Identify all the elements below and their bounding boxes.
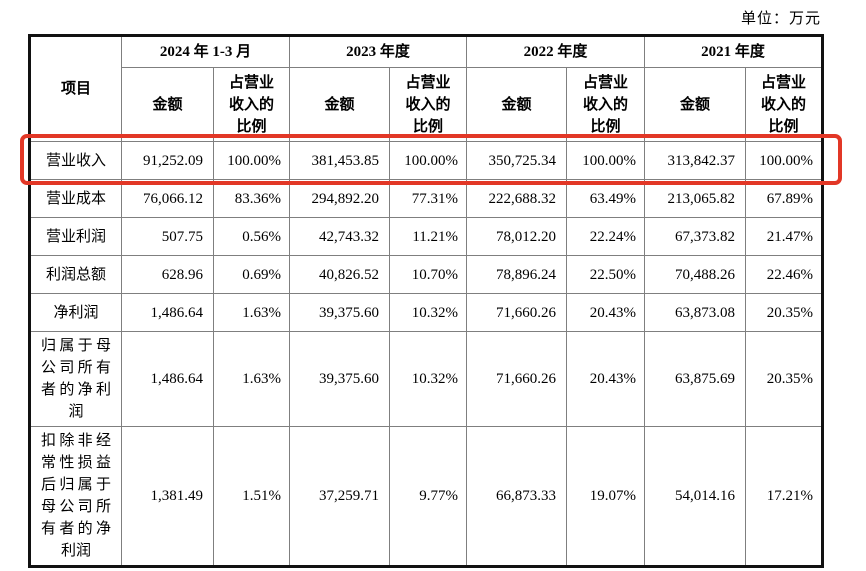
- cell-amount: 91,252.09: [121, 141, 214, 180]
- col-header-period-2022: 2022 年度: [466, 35, 646, 68]
- col-header-ratio-2023: 占营业收入的比例: [388, 67, 468, 142]
- col-header-ratio-2021: 占营业收入的比例: [745, 67, 824, 142]
- cell-ratio: 10.32%: [388, 331, 468, 427]
- cell-amount: 76,066.12: [121, 179, 214, 218]
- cell-amount: 78,012.20: [466, 217, 568, 256]
- cell-amount: 1,486.64: [121, 293, 214, 332]
- cell-amount: 78,896.24: [466, 255, 568, 294]
- table-row: 营业利润 507.75 0.56% 42,743.32 11.21% 78,012.20 2…: [29, 217, 824, 256]
- row-label: 扣除非经常性损益后归属于母公司所有者的净利润: [29, 426, 122, 567]
- row-label: 净利润: [29, 293, 122, 332]
- row-label: 营业利润: [29, 217, 122, 256]
- col-header-amount-2022: 金额: [466, 67, 568, 142]
- table-row: 营业成本 76,066.12 83.36% 294,892.20 77.31% 222,6…: [29, 179, 824, 218]
- table-row: 归属于母公司所有者的净利润 1,486.64 1.63% 39,375.60 10.32…: [29, 331, 824, 427]
- cell-amount: 39,375.60: [289, 331, 390, 427]
- col-header-item: 项目: [29, 35, 122, 142]
- cell-ratio: 100.00%: [745, 141, 824, 180]
- cell-ratio: 11.21%: [388, 217, 468, 256]
- cell-amount: 507.75: [121, 217, 214, 256]
- cell-amount: 71,660.26: [466, 293, 568, 332]
- financial-table: 项目 2024 年 1-3 月 2023 年度 2022 年度 2021 年度 …: [28, 34, 825, 568]
- cell-amount: 63,875.69: [644, 331, 747, 427]
- table-body: 营业收入 91,252.09 100.00% 381,453.85 100.00% 350…: [29, 141, 824, 567]
- cell-ratio: 0.69%: [213, 255, 290, 294]
- cell-amount: 213,065.82: [644, 179, 747, 218]
- cell-ratio: 100.00%: [213, 141, 290, 180]
- table-header: 项目 2024 年 1-3 月 2023 年度 2022 年度 2021 年度 …: [29, 35, 824, 142]
- cell-amount: 628.96: [121, 255, 214, 294]
- col-header-amount-2021: 金额: [644, 67, 747, 142]
- cell-amount: 39,375.60: [289, 293, 390, 332]
- col-header-period-2023: 2023 年度: [288, 35, 468, 68]
- cell-ratio: 77.31%: [388, 179, 468, 218]
- cell-amount: 381,453.85: [289, 141, 390, 180]
- cell-ratio: 1.51%: [213, 426, 290, 567]
- cell-amount: 1,381.49: [121, 426, 214, 567]
- cell-amount: 37,259.71: [289, 426, 390, 567]
- col-header-period-2021: 2021 年度: [644, 35, 824, 68]
- col-header-ratio-2024: 占营业收入的比例: [213, 67, 290, 142]
- cell-ratio: 22.24%: [566, 217, 646, 256]
- row-label: 利润总额: [29, 255, 122, 294]
- cell-amount: 222,688.32: [466, 179, 568, 218]
- cell-ratio: 1.63%: [213, 331, 290, 427]
- cell-ratio: 19.07%: [566, 426, 646, 567]
- cell-ratio: 20.35%: [745, 293, 824, 332]
- row-label: 营业成本: [29, 179, 122, 218]
- cell-ratio: 21.47%: [745, 217, 824, 256]
- financial-table-wrap: 项目 2024 年 1-3 月 2023 年度 2022 年度 2021 年度 …: [20, 34, 842, 568]
- cell-ratio: 0.56%: [213, 217, 290, 256]
- row-label: 归属于母公司所有者的净利润: [29, 331, 122, 427]
- unit-label: 单位：万元: [740, 11, 821, 27]
- cell-ratio: 100.00%: [566, 141, 646, 180]
- col-header-amount-2023: 金额: [289, 67, 390, 142]
- cell-ratio: 22.46%: [745, 255, 824, 294]
- cell-ratio: 83.36%: [213, 179, 290, 218]
- cell-ratio: 10.32%: [388, 293, 468, 332]
- col-header-period-2024: 2024 年 1-3 月: [121, 35, 290, 68]
- cell-amount: 350,725.34: [466, 141, 568, 180]
- cell-ratio: 67.89%: [745, 179, 824, 218]
- table-row: 扣除非经常性损益后归属于母公司所有者的净利润 1,381.49 1.51% 37,25…: [29, 426, 824, 567]
- cell-ratio: 9.77%: [388, 426, 468, 567]
- cell-ratio: 63.49%: [566, 179, 646, 218]
- row-label: 营业收入: [29, 141, 122, 180]
- cell-amount: 67,373.82: [644, 217, 747, 256]
- col-header-ratio-2022: 占营业收入的比例: [566, 67, 646, 142]
- cell-amount: 1,486.64: [121, 331, 214, 427]
- table-row: 利润总额 628.96 0.69% 40,826.52 10.70% 78,896.24 2…: [29, 255, 824, 294]
- cell-amount: 70,488.26: [644, 255, 747, 294]
- cell-ratio: 22.50%: [566, 255, 646, 294]
- cell-ratio: 20.35%: [745, 331, 824, 427]
- cell-amount: 63,873.08: [644, 293, 747, 332]
- cell-ratio: 17.21%: [745, 426, 824, 567]
- cell-ratio: 20.43%: [566, 293, 646, 332]
- cell-amount: 66,873.33: [466, 426, 568, 567]
- cell-amount: 71,660.26: [466, 331, 568, 427]
- col-header-amount-2024: 金额: [121, 67, 214, 142]
- cell-ratio: 10.70%: [388, 255, 468, 294]
- cell-amount: 54,014.16: [644, 426, 747, 567]
- cell-amount: 294,892.20: [289, 179, 390, 218]
- cell-amount: 42,743.32: [289, 217, 390, 256]
- cell-ratio: 1.63%: [213, 293, 290, 332]
- table-row: 净利润 1,486.64 1.63% 39,375.60 10.32% 71,660.26…: [29, 293, 824, 332]
- cell-ratio: 100.00%: [388, 141, 468, 180]
- table-row: 营业收入 91,252.09 100.00% 381,453.85 100.00% 350…: [29, 141, 824, 180]
- cell-amount: 40,826.52: [289, 255, 390, 294]
- cell-amount: 313,842.37: [644, 141, 747, 180]
- cell-ratio: 20.43%: [566, 331, 646, 427]
